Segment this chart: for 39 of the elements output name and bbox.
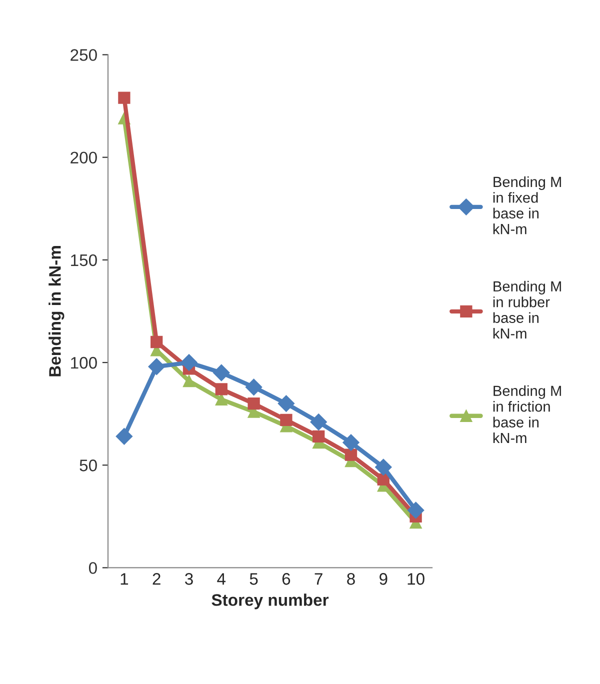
point [215,383,228,396]
legend-label: Bending M in friction base in kN-m [493,385,561,444]
x-tick-label: 6 [282,573,290,585]
y-axis-title: Bending in kN-m [48,246,64,376]
point [407,502,424,519]
x-tick-label: 5 [250,573,258,585]
point [248,397,260,410]
point [375,458,392,476]
point [278,395,295,412]
x-tick-label: 2 [152,573,160,585]
point [280,414,292,426]
x-tick-label: 1 [120,573,128,585]
x-tick-label: 4 [217,573,226,585]
x-axis-title: Storey number [212,594,329,610]
point [344,448,358,461]
y-tick-label: 0 [88,562,97,574]
point [116,428,133,445]
point [312,430,325,442]
y-tick-label: 150 [71,254,97,266]
point [213,364,230,382]
x-tick-label: 3 [185,573,193,585]
point [148,358,165,375]
point [180,354,198,371]
x-tick-label: 10 [408,573,424,585]
y-tick-label: 200 [70,152,97,164]
legend-label: Bending M in rubber base in kN-m [493,280,561,339]
point [118,92,130,104]
point [182,374,196,388]
point [150,336,163,348]
point [245,378,262,396]
y-tick-label: 250 [70,49,97,61]
x-tick-label: 7 [314,573,322,585]
y-tick-label: 50 [80,460,97,472]
legend-label: Bending M in fixed base in kN-m [493,176,561,234]
x-tick-label: 8 [347,573,355,585]
x-tick-label: 9 [380,573,388,585]
point [310,414,327,430]
point [342,434,360,451]
y-tick-label: 100 [71,356,97,369]
